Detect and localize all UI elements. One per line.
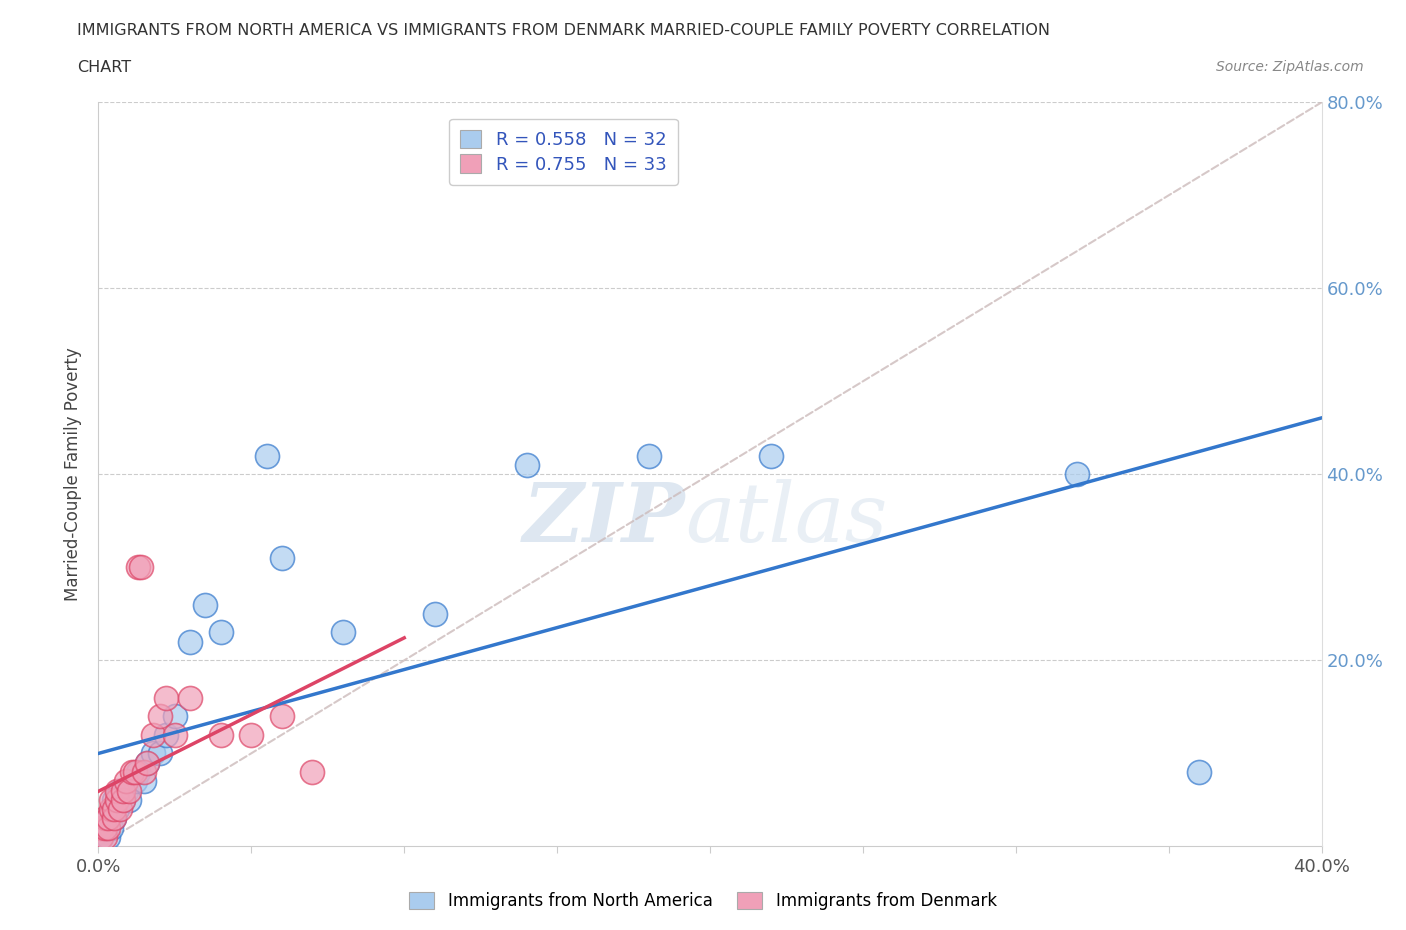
Point — [115, 774, 138, 789]
Point — [100, 792, 122, 807]
Point — [136, 755, 159, 770]
Point — [136, 755, 159, 770]
Point — [256, 448, 278, 463]
Point — [93, 820, 115, 835]
Point — [105, 783, 128, 798]
Point — [149, 746, 172, 761]
Point — [97, 811, 120, 826]
Text: Source: ZipAtlas.com: Source: ZipAtlas.com — [1216, 60, 1364, 74]
Text: IMMIGRANTS FROM NORTH AMERICA VS IMMIGRANTS FROM DENMARK MARRIED-COUPLE FAMILY P: IMMIGRANTS FROM NORTH AMERICA VS IMMIGRA… — [77, 23, 1050, 38]
Point — [759, 448, 782, 463]
Point — [155, 690, 177, 705]
Point — [100, 820, 122, 835]
Y-axis label: Married-Couple Family Poverty: Married-Couple Family Poverty — [65, 348, 83, 601]
Legend: R = 0.558   N = 32, R = 0.755   N = 33: R = 0.558 N = 32, R = 0.755 N = 33 — [449, 119, 678, 184]
Point — [270, 551, 292, 565]
Point — [163, 709, 186, 724]
Point — [97, 830, 120, 844]
Point — [124, 774, 146, 789]
Point — [163, 727, 186, 742]
Point — [301, 764, 323, 779]
Point — [179, 634, 201, 649]
Text: CHART: CHART — [77, 60, 131, 75]
Point — [516, 458, 538, 472]
Point — [134, 774, 156, 789]
Point — [105, 792, 128, 807]
Point — [142, 727, 165, 742]
Point — [194, 597, 217, 612]
Point — [103, 811, 125, 826]
Point — [115, 783, 138, 798]
Point — [149, 709, 172, 724]
Point — [332, 625, 354, 640]
Point — [111, 792, 134, 807]
Point — [1188, 764, 1211, 779]
Point — [105, 802, 128, 817]
Point — [97, 811, 120, 826]
Point — [108, 802, 131, 817]
Point — [103, 811, 125, 826]
Text: ZIP: ZIP — [523, 479, 686, 559]
Point — [108, 783, 131, 798]
Point — [121, 764, 143, 779]
Point — [129, 560, 152, 575]
Point — [93, 830, 115, 844]
Point — [118, 792, 141, 807]
Point — [209, 625, 232, 640]
Point — [111, 792, 134, 807]
Point — [124, 764, 146, 779]
Point — [1066, 467, 1088, 482]
Point — [111, 783, 134, 798]
Point — [155, 727, 177, 742]
Point — [90, 830, 112, 844]
Point — [100, 802, 122, 817]
Point — [90, 820, 112, 835]
Point — [637, 448, 661, 463]
Point — [103, 802, 125, 817]
Point — [90, 830, 112, 844]
Point — [127, 764, 149, 779]
Point — [179, 690, 201, 705]
Point — [127, 560, 149, 575]
Point — [118, 783, 141, 798]
Point — [103, 792, 125, 807]
Point — [240, 727, 263, 742]
Point — [97, 820, 120, 835]
Point — [142, 746, 165, 761]
Text: atlas: atlas — [686, 479, 889, 559]
Point — [270, 709, 292, 724]
Point — [93, 811, 115, 826]
Point — [93, 820, 115, 835]
Point — [423, 606, 446, 621]
Point — [209, 727, 232, 742]
Point — [134, 764, 156, 779]
Legend: Immigrants from North America, Immigrants from Denmark: Immigrants from North America, Immigrant… — [402, 885, 1004, 917]
